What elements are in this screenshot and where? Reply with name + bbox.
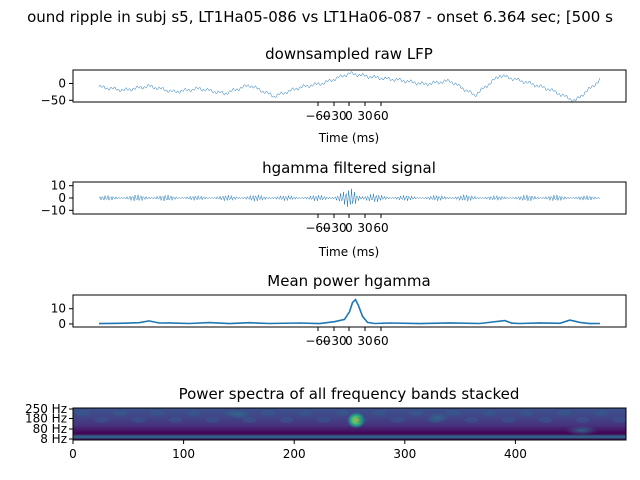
- heatmap-texture: [520, 410, 534, 416]
- x-tick-label: 0: [345, 334, 353, 348]
- heatmap-hotspot: [565, 425, 598, 436]
- x-tick-label: 100: [172, 447, 195, 461]
- heatmap-texture: [575, 417, 590, 423]
- raw-lfp-xlabel: Time (ms): [318, 131, 380, 145]
- y-tick-label: 80 Hz: [33, 422, 67, 436]
- heatmap-texture: [261, 410, 275, 416]
- y-tick-label: 8 Hz: [40, 432, 67, 446]
- mean-power-marks: 100−60−300 30 60: [51, 298, 601, 348]
- y-tick-label: 10: [51, 302, 66, 316]
- x-tick-label: 60: [373, 221, 388, 235]
- x-tick-label: 0: [345, 109, 353, 123]
- raw-lfp-marks: 0−50−60−300 30 60: [41, 71, 601, 123]
- heatmap-texture: [372, 410, 386, 416]
- heatmap-texture: [557, 410, 571, 416]
- heatmap-texture: [150, 410, 164, 416]
- x-tick-label: 60: [373, 109, 388, 123]
- y-tick-label: 180 Hz: [25, 412, 67, 426]
- panel-raw-lfp: downsampled raw LFP 0−50−60−300 30 60 Time…: [41, 45, 627, 145]
- power-spectra-title: Power spectra of all frequency bands sta…: [179, 385, 520, 403]
- heatmap-texture: [427, 417, 442, 423]
- heatmap-texture: [298, 410, 312, 416]
- x-tick-label: −30: [321, 334, 346, 348]
- heatmap-texture: [483, 410, 497, 416]
- hgamma-filtered-marks: 100−10−60−300 30 60: [41, 179, 601, 235]
- heatmap-texture: [594, 410, 608, 416]
- x-tick-label: −60: [305, 334, 330, 348]
- x-tick-label: −60: [305, 109, 330, 123]
- heatmap-hotspot: [227, 409, 251, 420]
- heatmap-texture: [316, 417, 331, 423]
- heatmap-texture: [113, 410, 127, 416]
- heatmap-hotspot: [426, 412, 450, 423]
- heatmap-texture: [279, 417, 294, 423]
- raw-lfp-title: downsampled raw LFP: [265, 45, 433, 63]
- x-tick-label: 300: [393, 447, 416, 461]
- x-tick-label: 60: [373, 334, 388, 348]
- heatmap-texture: [76, 410, 90, 416]
- panel-hgamma-filtered: hgamma filtered signal 100−10−60−300 30 60…: [41, 159, 627, 259]
- power-spectra-marks: [76, 409, 626, 436]
- x-tick-label: 30: [357, 221, 372, 235]
- x-tick-label: 200: [283, 447, 306, 461]
- heatmap-texture: [205, 417, 220, 423]
- heatmap-hotspot: [347, 412, 366, 429]
- y-tick-label: 250 Hz: [25, 402, 67, 416]
- y-tick-label: −10: [41, 203, 66, 217]
- heatmap-texture: [390, 417, 405, 423]
- x-tick-label: 400: [504, 447, 527, 461]
- y-tick-label: −50: [41, 93, 66, 107]
- y-tick-label: 0: [58, 317, 66, 331]
- panel-power-spectra: Power spectra of all frequency bands sta…: [72, 385, 627, 441]
- x-tick-label: 0: [345, 221, 353, 235]
- heatmap-texture: [612, 417, 626, 423]
- series-line: [98, 188, 601, 207]
- x-tick-label: −60: [305, 221, 330, 235]
- heatmap-texture: [464, 417, 479, 423]
- raw-lfp-axes: [72, 69, 627, 103]
- heatmap-texture: [131, 417, 146, 423]
- heatmap-texture: [94, 417, 109, 423]
- figure-suptitle: ound ripple in subj s5, LT1Ha05-086 vs L…: [27, 8, 613, 26]
- heatmap-texture: [187, 410, 201, 416]
- hgamma-filtered-xlabel: Time (ms): [318, 245, 380, 259]
- heatmap-texture: [353, 417, 368, 423]
- panel-mean-power: Mean power hgamma 100−60−300 30 60: [51, 272, 627, 348]
- heatmap-texture: [224, 410, 238, 416]
- y-tick-label: 10: [51, 179, 66, 193]
- heatmap-texture: [501, 417, 516, 423]
- power-spectra-axes: [72, 407, 627, 441]
- heatmap-texture: [242, 417, 257, 423]
- y-tick-label: 0: [58, 191, 66, 205]
- y-tick-label: 0: [58, 76, 66, 90]
- x-tick-label: −30: [321, 221, 346, 235]
- mean-power-title: Mean power hgamma: [267, 272, 430, 290]
- series-line: [98, 71, 601, 103]
- series-line: [98, 298, 601, 325]
- heatmap-texture: [538, 417, 553, 423]
- x-tick-label: −30: [321, 109, 346, 123]
- heatmap-texture: [446, 410, 460, 416]
- x-tick-label: 0: [69, 447, 77, 461]
- heatmap-texture: [335, 410, 349, 416]
- x-tick-label: 30: [357, 109, 372, 123]
- heatmap-texture: [409, 410, 423, 416]
- heatmap-texture: [168, 417, 183, 423]
- x-tick-label: 30: [357, 334, 372, 348]
- hgamma-filtered-title: hgamma filtered signal: [262, 159, 436, 177]
